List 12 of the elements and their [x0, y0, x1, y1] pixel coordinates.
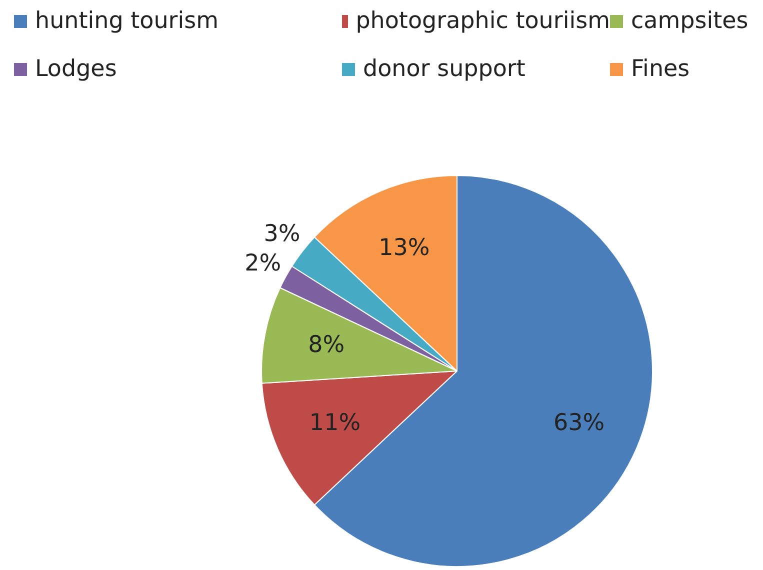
data-label: 13%	[378, 234, 430, 261]
data-label: 8%	[308, 332, 345, 358]
legend-label: donor support	[363, 56, 526, 82]
legend-label: photographic touriism	[356, 8, 610, 34]
data-label: 63%	[553, 410, 605, 436]
legend-label: Lodges	[35, 56, 117, 82]
legend-label: Fines	[631, 56, 690, 82]
legend-label: campsites	[631, 8, 748, 34]
data-label: 3%	[264, 221, 300, 248]
data-label: 11%	[309, 410, 361, 436]
legend-label: hunting tourism	[35, 8, 219, 34]
data-label: 2%	[244, 250, 282, 276]
